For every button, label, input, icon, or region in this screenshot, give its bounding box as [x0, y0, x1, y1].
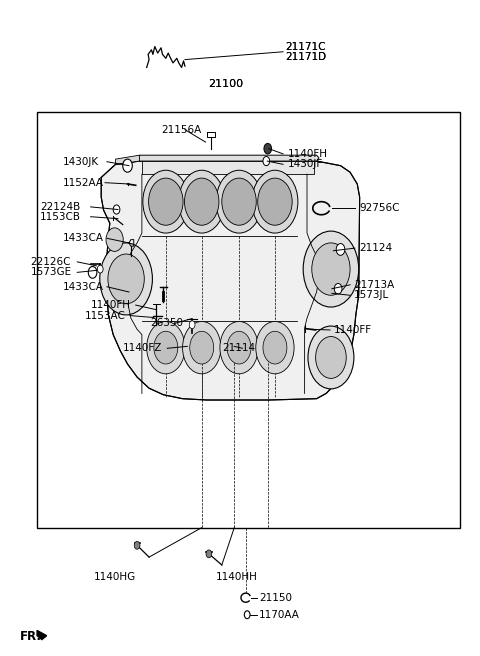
Text: 21156A: 21156A [161, 125, 201, 134]
Circle shape [206, 550, 212, 558]
Circle shape [312, 243, 350, 295]
Text: FR.: FR. [20, 630, 42, 644]
Text: 1140FZ: 1140FZ [123, 343, 162, 354]
Circle shape [149, 178, 183, 225]
Circle shape [184, 178, 219, 225]
Circle shape [190, 331, 214, 364]
Polygon shape [101, 161, 360, 400]
Text: 1140FF: 1140FF [333, 325, 372, 335]
Text: 21150: 21150 [259, 593, 292, 603]
Text: 1573JL: 1573JL [354, 290, 389, 300]
Text: 21100: 21100 [208, 79, 243, 89]
Text: 21171C: 21171C [286, 41, 326, 52]
Text: 1430JF: 1430JF [288, 159, 323, 169]
Text: 22126C: 22126C [30, 257, 71, 267]
Circle shape [147, 321, 185, 374]
Circle shape [88, 266, 97, 278]
Circle shape [134, 541, 140, 549]
Circle shape [252, 171, 298, 233]
Circle shape [108, 254, 144, 304]
Circle shape [303, 231, 359, 307]
Circle shape [336, 243, 345, 255]
Text: 21171C: 21171C [286, 41, 326, 52]
Circle shape [308, 326, 354, 389]
Text: 1140HH: 1140HH [216, 572, 258, 582]
Circle shape [154, 331, 178, 364]
Circle shape [106, 228, 123, 251]
Circle shape [179, 171, 225, 233]
Polygon shape [37, 630, 47, 640]
Circle shape [113, 205, 120, 214]
Text: 1153CB: 1153CB [40, 212, 81, 222]
Bar [36, 112, 460, 527]
Circle shape [258, 178, 292, 225]
Polygon shape [137, 155, 319, 161]
Circle shape [222, 178, 256, 225]
Circle shape [244, 611, 250, 619]
Circle shape [263, 157, 270, 166]
Text: 92756C: 92756C [360, 203, 400, 213]
Text: 26350: 26350 [150, 318, 183, 329]
Text: 21171D: 21171D [286, 52, 326, 62]
Text: 1140FH: 1140FH [91, 300, 131, 310]
Text: 1152AA: 1152AA [63, 178, 104, 188]
Text: 1140FH: 1140FH [288, 149, 328, 159]
Text: 21713A: 21713A [354, 280, 394, 290]
Polygon shape [116, 155, 140, 165]
Circle shape [334, 283, 342, 294]
Text: 21124: 21124 [360, 243, 393, 253]
Circle shape [263, 331, 287, 364]
Circle shape [264, 144, 272, 154]
Text: 21100: 21100 [208, 79, 243, 89]
Text: 22124B: 22124B [40, 202, 80, 212]
Circle shape [97, 265, 103, 273]
Circle shape [100, 243, 153, 315]
Text: 1170AA: 1170AA [259, 609, 300, 620]
Text: 1433CA: 1433CA [63, 234, 104, 243]
Text: 1430JK: 1430JK [63, 157, 99, 167]
Text: 21114: 21114 [222, 343, 255, 354]
Text: 1140HG: 1140HG [94, 572, 136, 582]
Circle shape [316, 337, 346, 379]
Circle shape [227, 331, 251, 364]
Text: 1153AC: 1153AC [84, 310, 125, 321]
Circle shape [123, 159, 132, 173]
Circle shape [182, 321, 221, 374]
Text: 1573GE: 1573GE [30, 268, 72, 277]
Text: 1433CA: 1433CA [63, 282, 104, 292]
Circle shape [220, 321, 258, 374]
Circle shape [256, 321, 294, 374]
Polygon shape [142, 161, 314, 174]
Circle shape [189, 321, 195, 329]
Circle shape [216, 171, 262, 233]
Circle shape [143, 171, 189, 233]
Text: 21171D: 21171D [286, 52, 326, 62]
